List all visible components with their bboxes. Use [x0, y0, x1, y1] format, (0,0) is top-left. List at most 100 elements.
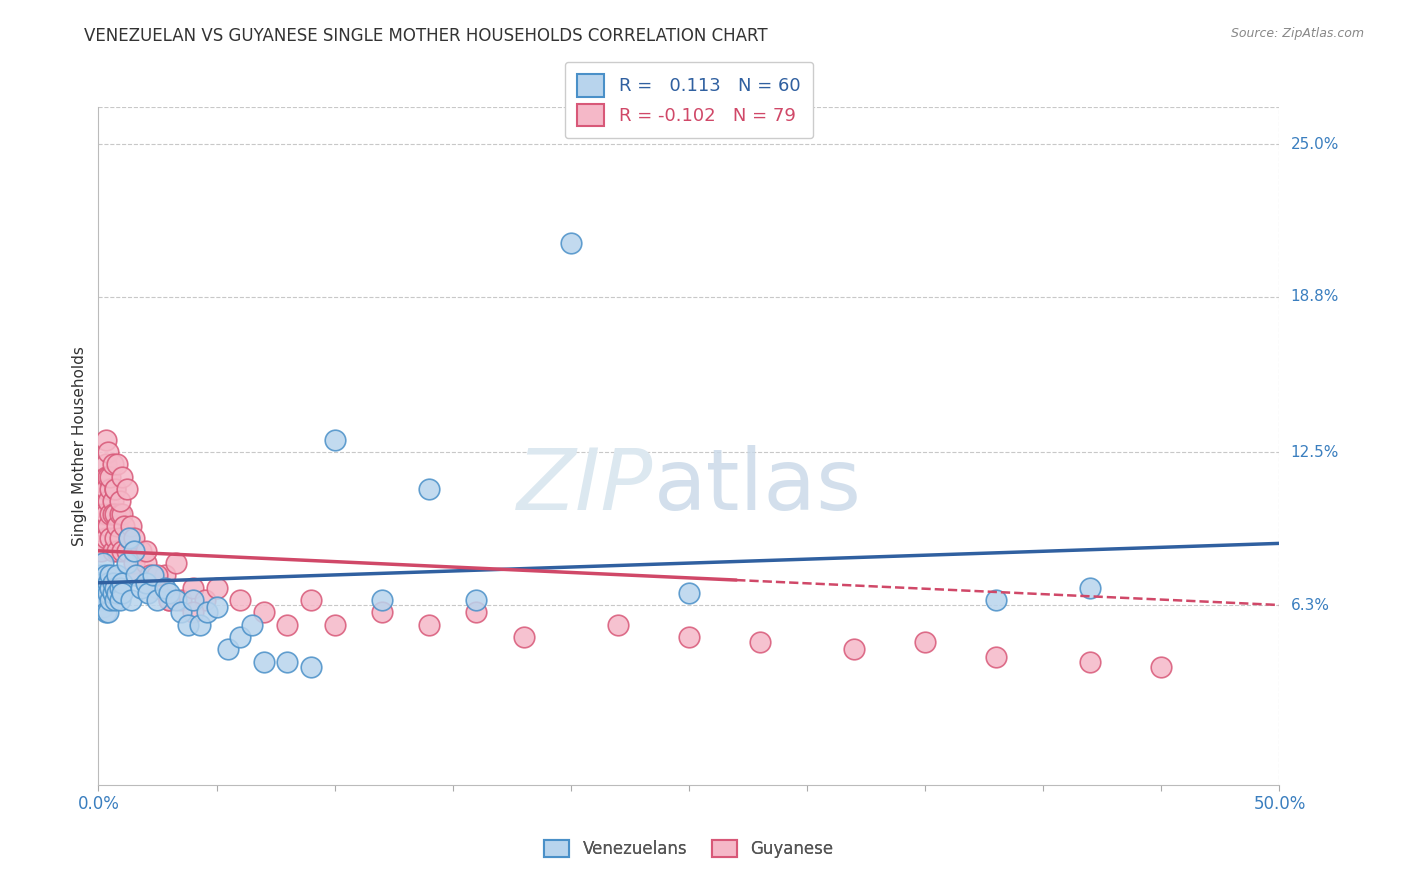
- Point: [104, 581, 127, 595]
- Point: [129, 543, 152, 558]
- Point: [90, 507, 112, 521]
- Point: [105, 585, 128, 599]
- Point: [115, 482, 138, 496]
- Point: [1080, 655, 1102, 669]
- Point: [98, 482, 121, 496]
- Point: [111, 575, 134, 590]
- Point: [94, 581, 117, 595]
- Point: [253, 606, 276, 620]
- Point: [108, 507, 131, 521]
- Point: [165, 593, 187, 607]
- Point: [90, 568, 112, 582]
- Point: [560, 235, 582, 250]
- Point: [125, 568, 148, 582]
- Point: [91, 519, 114, 533]
- Point: [323, 433, 346, 447]
- Point: [240, 617, 263, 632]
- Point: [101, 494, 124, 508]
- Point: [984, 593, 1007, 607]
- Point: [97, 519, 120, 533]
- Point: [276, 617, 298, 632]
- Point: [371, 593, 394, 607]
- Point: [165, 556, 187, 570]
- Point: [122, 543, 145, 558]
- Point: [121, 593, 143, 607]
- Point: [104, 532, 127, 546]
- Point: [323, 617, 346, 632]
- Point: [94, 593, 117, 607]
- Point: [181, 593, 204, 607]
- Point: [153, 581, 176, 595]
- Point: [157, 585, 180, 599]
- Point: [97, 470, 120, 484]
- Point: [91, 494, 114, 508]
- Point: [91, 482, 114, 496]
- Text: 25.0%: 25.0%: [1291, 136, 1339, 152]
- Point: [90, 593, 112, 607]
- Point: [465, 593, 488, 607]
- Point: [217, 642, 239, 657]
- Point: [121, 519, 143, 533]
- Point: [914, 635, 936, 649]
- Point: [229, 593, 252, 607]
- Point: [177, 617, 200, 632]
- Point: [129, 581, 152, 595]
- Point: [115, 556, 138, 570]
- Text: 12.5%: 12.5%: [1291, 445, 1339, 459]
- Point: [146, 568, 169, 582]
- Point: [94, 433, 117, 447]
- Point: [94, 606, 117, 620]
- Point: [94, 507, 117, 521]
- Point: [181, 581, 204, 595]
- Legend: Venezuelans, Guyanese: Venezuelans, Guyanese: [537, 833, 841, 864]
- Point: [195, 606, 218, 620]
- Point: [276, 655, 298, 669]
- Point: [91, 585, 114, 599]
- Text: VENEZUELAN VS GUYANESE SINGLE MOTHER HOUSEHOLDS CORRELATION CHART: VENEZUELAN VS GUYANESE SINGLE MOTHER HOU…: [84, 27, 768, 45]
- Point: [90, 581, 112, 595]
- Point: [91, 575, 114, 590]
- Point: [465, 606, 488, 620]
- Point: [118, 532, 141, 546]
- Point: [299, 659, 322, 673]
- Point: [98, 568, 121, 582]
- Point: [418, 482, 440, 496]
- Point: [98, 507, 121, 521]
- Point: [105, 543, 128, 558]
- Point: [181, 606, 204, 620]
- Point: [98, 593, 121, 607]
- Point: [153, 568, 176, 582]
- Point: [122, 532, 145, 546]
- Point: [98, 581, 121, 595]
- Point: [229, 630, 252, 644]
- Point: [94, 532, 117, 546]
- Point: [678, 585, 700, 599]
- Point: [157, 593, 180, 607]
- Point: [91, 507, 114, 521]
- Point: [91, 556, 114, 570]
- Point: [122, 556, 145, 570]
- Point: [97, 445, 120, 459]
- Point: [98, 532, 121, 546]
- Text: ZIP: ZIP: [517, 445, 654, 528]
- Point: [101, 507, 124, 521]
- Text: Source: ZipAtlas.com: Source: ZipAtlas.com: [1230, 27, 1364, 40]
- Point: [170, 593, 193, 607]
- Point: [418, 617, 440, 632]
- Point: [111, 507, 134, 521]
- Point: [101, 585, 124, 599]
- Point: [91, 600, 114, 615]
- Point: [104, 593, 127, 607]
- Point: [146, 593, 169, 607]
- Point: [94, 470, 117, 484]
- Text: 6.3%: 6.3%: [1291, 598, 1330, 613]
- Point: [142, 568, 165, 582]
- Point: [97, 575, 120, 590]
- Point: [94, 482, 117, 496]
- Point: [104, 482, 127, 496]
- Point: [157, 593, 180, 607]
- Point: [135, 575, 157, 590]
- Point: [170, 606, 193, 620]
- Point: [90, 519, 112, 533]
- Point: [94, 568, 117, 582]
